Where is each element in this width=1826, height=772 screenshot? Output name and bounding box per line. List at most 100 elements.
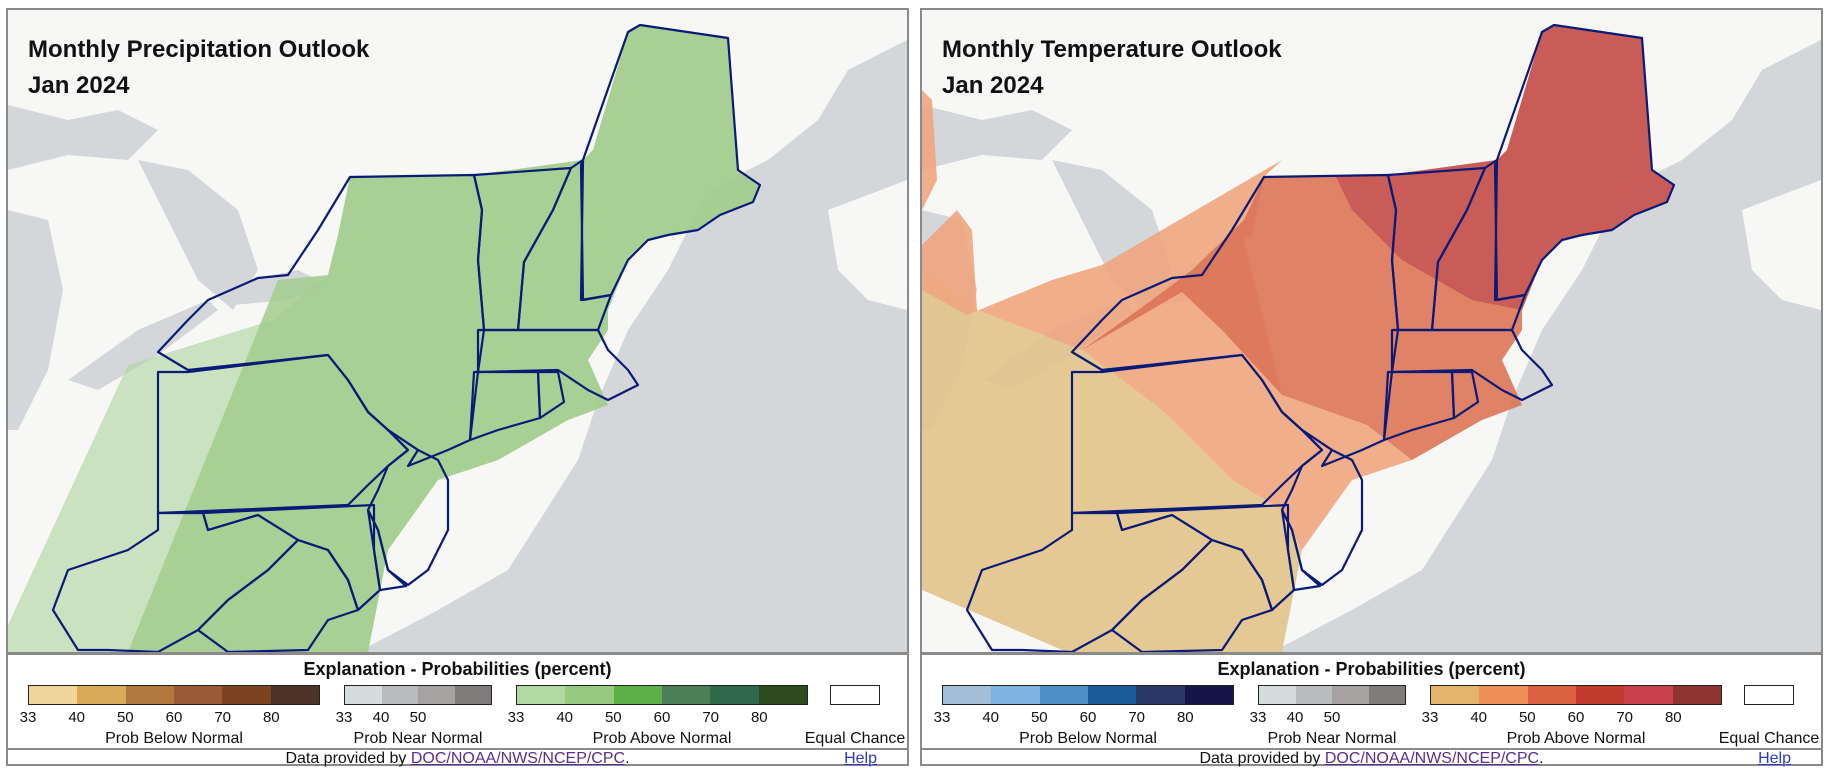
near-normal-label: Prob Near Normal [1267,730,1397,747]
swatch-near-40 [1295,686,1332,704]
help-link[interactable]: Help [1758,750,1791,767]
great-lake-michigan [8,210,63,430]
great-lake-superior [922,105,1072,170]
tick-below: 50 [116,709,134,726]
great-lake-huron [138,160,258,310]
near-normal-label: Prob Near Normal [353,730,483,747]
temp-above-60-region [1335,25,1674,310]
tick-above: 40 [1470,709,1488,726]
temperature-map[interactable]: Monthly Temperature Outlook Jan 2024 [922,10,1821,655]
tick-near: 50 [1323,709,1341,726]
equal-chance-label: Equal Chance [804,730,906,747]
border-west-virginia [965,511,1214,652]
border-rhode-island [536,370,566,420]
legend-title: Explanation - Probabilities (percent) [303,659,612,679]
tick-near: 33 [1249,709,1267,726]
swatch-below-50 [125,686,174,704]
border-rhode-island [1450,370,1480,420]
above-normal-label: Prob Above Normal [592,730,732,747]
temp-above-40-region [922,90,1412,550]
precipitation-legend: Explanation - Probabilities (percent) 33… [8,655,907,748]
tick-above: 50 [1518,709,1536,726]
swatch-above-70 [1624,686,1673,704]
credit-prefix: Data provided by [285,750,411,767]
swatch-above-50 [613,686,662,704]
below-normal-label: Prob Below Normal [105,730,243,747]
tick-above: 50 [604,709,622,726]
equal-chance-swatch [830,685,880,705]
tick-above: 33 [507,709,525,726]
footer: Data provided by DOC/NOAA/NWS/NCEP/CPC. … [8,748,907,768]
map-subtitle-date: Jan 2024 [942,72,1044,99]
border-west-virginia [51,511,300,652]
tick-near: 33 [335,709,353,726]
data-credit: Data provided by DOC/NOAA/NWS/NCEP/CPC. [922,750,1821,768]
swatch-near-60 [1368,686,1405,704]
swatch-near-33 [345,686,382,704]
cpc-link[interactable]: DOC/NOAA/NWS/NCEP/CPC [1324,750,1540,767]
near-normal-ticks: 33 40 50 [1250,709,1406,727]
swatch-above-33 [1431,686,1480,704]
help-link[interactable]: Help [844,750,877,767]
tick-below: 70 [214,709,232,726]
tick-below: 60 [165,709,183,726]
below-normal-swatches [28,685,320,705]
temperature-map-svg [922,10,1821,652]
precipitation-outlook-panel: Monthly Precipitation Outlook Jan 2024 E… [6,8,909,768]
equal-chance-label: Equal Chance [1718,730,1820,747]
legend-title: Explanation - Probabilities (percent) [1217,659,1526,679]
footer: Data provided by DOC/NOAA/NWS/NCEP/CPC. … [922,748,1821,768]
equal-chance-swatch [1744,685,1794,705]
state-borders [965,23,1676,652]
tick-below: 80 [262,709,280,726]
tick-above: 80 [1664,709,1682,726]
tick-below: 60 [1079,709,1097,726]
tick-below: 70 [1128,709,1146,726]
precip-above-40-region [128,25,760,652]
canada-maritimes-land [1742,180,1821,310]
tick-above: 60 [1567,709,1585,726]
credit-prefix: Data provided by [1199,750,1325,767]
swatch-below-50 [1039,686,1088,704]
swatch-below-40 [991,686,1040,704]
swatch-below-70 [1136,686,1185,704]
tick-above: 70 [1616,709,1634,726]
border-virginia [196,538,360,652]
state-borders [51,23,762,652]
swatch-below-60 [1087,686,1137,704]
tick-below: 80 [1176,709,1194,726]
above-normal-ticks: 33 40 50 60 70 80 [1422,709,1722,727]
swatch-near-60 [454,686,491,704]
tick-below: 33 [19,709,37,726]
map-title-text: Monthly Temperature Outlook [942,36,1282,63]
swatch-above-60 [661,686,711,704]
temperature-legend: Explanation - Probabilities (percent) 33… [922,655,1821,748]
near-normal-swatches [1258,685,1406,705]
below-normal-ticks: 33 40 50 60 70 80 [934,709,1234,727]
tick-below: 40 [982,709,1000,726]
swatch-above-80 [1672,686,1721,704]
tick-near: 40 [372,709,390,726]
swatch-below-70 [222,686,271,704]
cpc-link[interactable]: DOC/NOAA/NWS/NCEP/CPC [410,750,626,767]
temperature-outlook-panel: Monthly Temperature Outlook Jan 2024 Exp… [920,8,1823,768]
tick-above: 40 [556,709,574,726]
swatch-above-40 [1479,686,1528,704]
credit-suffix: . [625,750,630,767]
border-virginia [1110,538,1274,652]
tick-above: 80 [750,709,768,726]
swatch-above-60 [1575,686,1625,704]
swatch-below-60 [173,686,223,704]
great-lake-erie [68,300,218,390]
map-title: Monthly Temperature Outlook Jan 2024 [942,32,1282,104]
map-subtitle-date: Jan 2024 [28,72,130,99]
tick-above: 70 [702,709,720,726]
tick-above: 33 [1421,709,1439,726]
map-title-text: Monthly Precipitation Outlook [28,36,370,63]
precipitation-map[interactable]: Monthly Precipitation Outlook Jan 2024 [8,10,907,655]
above-normal-label: Prob Above Normal [1506,730,1646,747]
above-normal-ticks: 33 40 50 60 70 80 [508,709,808,727]
swatch-near-40 [381,686,418,704]
tick-near: 40 [1286,709,1304,726]
below-normal-swatches [942,685,1234,705]
